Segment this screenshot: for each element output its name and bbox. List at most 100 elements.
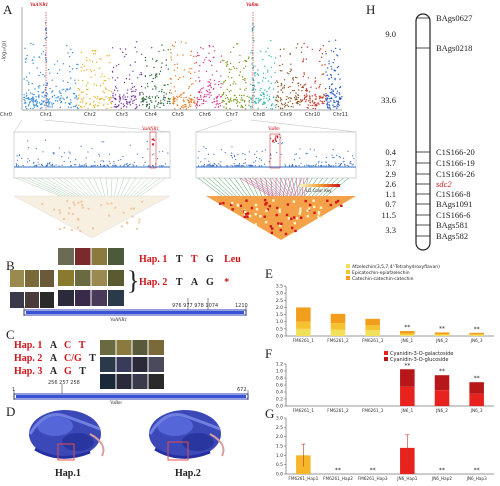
snp-point — [292, 89, 294, 92]
zoom-point — [224, 152, 226, 154]
snp-point — [75, 96, 77, 98]
snp-point — [339, 93, 341, 95]
zoom-point — [68, 151, 70, 153]
gene-name-c: VaBm — [110, 401, 122, 406]
snp-point — [158, 50, 160, 53]
x-tick-label: FM6261_3 — [362, 408, 384, 413]
snp-point — [198, 98, 201, 101]
snp-point — [226, 63, 229, 65]
snp-point — [295, 92, 297, 94]
hap2-base-1: A — [49, 353, 57, 364]
zoom-point — [153, 153, 155, 155]
x-tick-label: JN6_Hap1 — [396, 476, 417, 481]
ld-cell — [265, 209, 268, 212]
zoom-point — [96, 165, 99, 167]
snp-point — [189, 77, 192, 80]
zoom-point — [203, 163, 206, 166]
snp-point — [304, 96, 306, 99]
snp-point — [70, 99, 72, 101]
snp-point — [67, 52, 69, 54]
ld-cell — [243, 215, 246, 219]
ld-cell — [67, 212, 70, 215]
ld-cell — [266, 208, 270, 211]
snp-point — [90, 76, 92, 78]
panel-label-h: H — [366, 2, 376, 17]
zoom-point — [87, 151, 89, 153]
snp-point — [262, 93, 265, 96]
snp-point — [39, 107, 42, 110]
snp-point — [227, 98, 230, 101]
snp-point — [251, 78, 253, 80]
snp-point — [49, 87, 51, 90]
snp-point — [60, 92, 62, 95]
snp-point — [307, 104, 309, 106]
distance-label: 11.5 — [381, 210, 396, 220]
zoom-point — [351, 164, 353, 166]
snp-point — [266, 97, 268, 99]
snp-point — [327, 67, 329, 69]
snp-point — [314, 80, 317, 82]
snp-point — [43, 75, 46, 77]
bar — [469, 382, 484, 394]
snp-point — [319, 100, 321, 102]
marker-label: BAgs581 — [436, 220, 469, 230]
snp-point — [160, 66, 163, 69]
snp-point — [174, 75, 177, 77]
snp-point — [163, 84, 165, 87]
zoom-point — [340, 163, 342, 165]
snp-point — [47, 101, 49, 104]
snp-point — [333, 101, 335, 103]
ld-legend-bar — [300, 184, 340, 187]
snp-point — [243, 94, 245, 97]
ld-link — [322, 177, 344, 197]
manhattan-points — [23, 22, 343, 110]
snp-point — [188, 101, 191, 103]
snp-point — [41, 103, 43, 105]
ld-link — [229, 177, 244, 197]
ld-cell — [299, 216, 303, 219]
zoom-point — [235, 158, 237, 161]
x-tick-label: FM6261_1 — [293, 408, 315, 413]
zoom-point — [231, 146, 233, 148]
ld-cell — [295, 217, 299, 220]
zoom-point — [242, 153, 244, 155]
snp-point — [314, 77, 317, 79]
snp-point — [328, 63, 330, 65]
snp-point — [322, 96, 324, 98]
snp-point — [156, 73, 158, 76]
snp-point — [114, 86, 117, 88]
snp-point — [170, 92, 173, 94]
ld-link — [239, 177, 252, 197]
snp-point — [298, 89, 300, 91]
snp-point — [174, 90, 177, 92]
snp-point — [284, 102, 287, 104]
snp-point — [264, 65, 266, 67]
snp-point — [320, 56, 323, 58]
snp-point — [62, 97, 64, 99]
snp-point — [211, 101, 213, 104]
snp-point — [326, 100, 328, 102]
zoom-point — [151, 154, 153, 156]
snp-point — [209, 91, 212, 94]
y-tick-label: 0.8 — [276, 376, 283, 382]
snp-point — [42, 92, 44, 94]
snp-point — [106, 55, 108, 57]
snp-point — [241, 99, 244, 101]
bar — [330, 329, 346, 336]
snp-point — [120, 102, 122, 105]
ld-link — [259, 177, 281, 197]
ld-link — [247, 177, 275, 197]
ld-link — [99, 177, 105, 197]
snp-point — [297, 82, 299, 85]
y-tick-label: 0.5 — [276, 326, 283, 332]
snp-point — [167, 97, 170, 100]
snp-point — [319, 83, 321, 86]
zoom-point — [28, 147, 30, 149]
snp-point — [237, 101, 239, 103]
snp-point — [94, 96, 97, 99]
snp-point — [46, 36, 48, 39]
snp-point — [322, 45, 324, 47]
x-tick-label: FM6261_2 — [327, 338, 349, 343]
zoom-point — [293, 159, 295, 161]
zoom-point — [233, 163, 235, 165]
